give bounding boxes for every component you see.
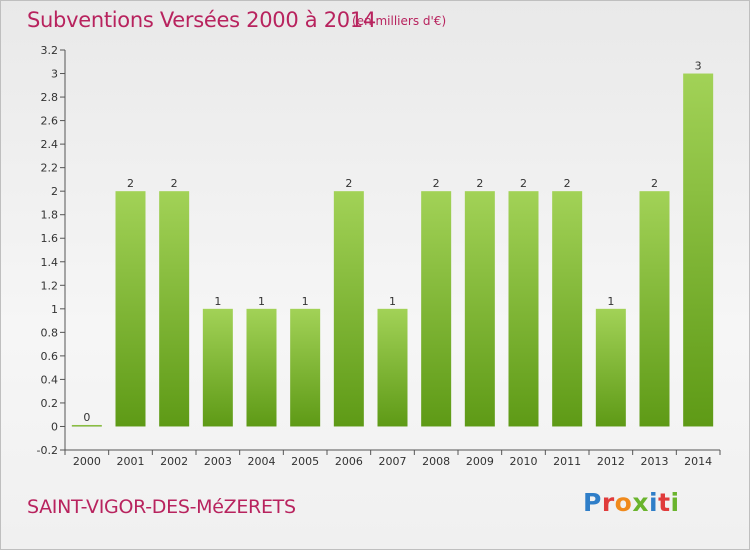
data-label: 1 (258, 295, 265, 308)
bar-2001 (115, 191, 146, 427)
data-label: 2 (127, 177, 134, 190)
bar-2003 (202, 308, 233, 427)
y-tick-label: 0.4 (41, 373, 59, 386)
bar-2010 (508, 191, 539, 427)
x-tick-label: 2007 (379, 455, 407, 468)
bar-2011 (552, 191, 583, 427)
bar-2008 (421, 191, 452, 427)
data-label: 1 (214, 295, 221, 308)
bar-2009 (464, 191, 495, 427)
bar-2007 (377, 308, 408, 427)
x-tick-label: 2011 (553, 455, 581, 468)
x-tick-label: 2005 (291, 455, 319, 468)
y-tick-label: 2.6 (41, 115, 59, 128)
y-tick-label: 1.4 (41, 256, 59, 269)
logo-letter: i (670, 488, 680, 517)
bar-2005 (290, 308, 321, 427)
x-tick-label: 2012 (597, 455, 625, 468)
x-tick-label: 2006 (335, 455, 363, 468)
x-tick-label: 2009 (466, 455, 494, 468)
x-tick-label: 2008 (422, 455, 450, 468)
bar-2002 (159, 191, 190, 427)
data-label: 2 (171, 177, 178, 190)
x-tick-label: 2004 (248, 455, 276, 468)
data-label: 2 (433, 177, 440, 190)
x-tick-label: 2014 (684, 455, 712, 468)
logo-letter: i (649, 488, 659, 517)
x-tick-label: 2010 (510, 455, 538, 468)
data-label: 2 (564, 177, 571, 190)
y-tick-label: 0.6 (41, 350, 59, 363)
bar-2014 (683, 73, 714, 427)
commune-name: SAINT-VIGOR-DES-MéZERETS (27, 496, 296, 518)
y-tick-label: 3 (51, 68, 58, 81)
y-tick-label: 2.8 (41, 91, 59, 104)
x-tick-label: 2003 (204, 455, 232, 468)
y-tick-label: -0.2 (37, 444, 58, 457)
bar-2006 (333, 191, 364, 427)
bar-2012 (595, 308, 626, 427)
logo-letter: x (632, 488, 649, 517)
y-tick-label: 0.8 (41, 326, 59, 339)
y-tick-label: 0 (51, 420, 58, 433)
data-label: 1 (389, 295, 396, 308)
logo-letter: o (614, 488, 633, 517)
y-tick-label: 2.2 (41, 162, 59, 175)
y-tick-label: 1.6 (41, 232, 59, 245)
chart-title: Subventions Versées 2000 à 2014 (27, 8, 376, 32)
x-tick-label: 2001 (117, 455, 145, 468)
x-tick-label: 2000 (73, 455, 101, 468)
bar-2013 (639, 191, 670, 427)
data-label: 1 (302, 295, 309, 308)
y-tick-label: 3.2 (41, 44, 59, 57)
data-label: 2 (345, 177, 352, 190)
y-tick-label: 1.8 (41, 209, 59, 222)
x-tick-label: 2013 (641, 455, 669, 468)
x-tick-label: 2002 (160, 455, 188, 468)
y-tick-label: 1 (51, 303, 58, 316)
chart-subtitle: (en milliers d'€) (352, 14, 447, 28)
logo-letter: P (583, 488, 602, 517)
y-tick-label: 0.2 (41, 397, 59, 410)
logo-letter: t (658, 488, 671, 517)
data-label: 2 (476, 177, 483, 190)
logo-letter: r (601, 488, 615, 517)
data-label: 3 (695, 60, 702, 73)
data-label: 2 (520, 177, 527, 190)
bar-2000 (71, 424, 102, 427)
y-tick-label: 2 (51, 185, 58, 198)
proxiti-logo: Proxiti (583, 488, 680, 517)
data-label: 0 (83, 411, 90, 424)
data-label: 1 (607, 295, 614, 308)
y-tick-label: 1.2 (41, 279, 59, 292)
y-tick-label: 2.4 (41, 138, 59, 151)
bar-2004 (246, 308, 277, 427)
data-label: 2 (651, 177, 658, 190)
